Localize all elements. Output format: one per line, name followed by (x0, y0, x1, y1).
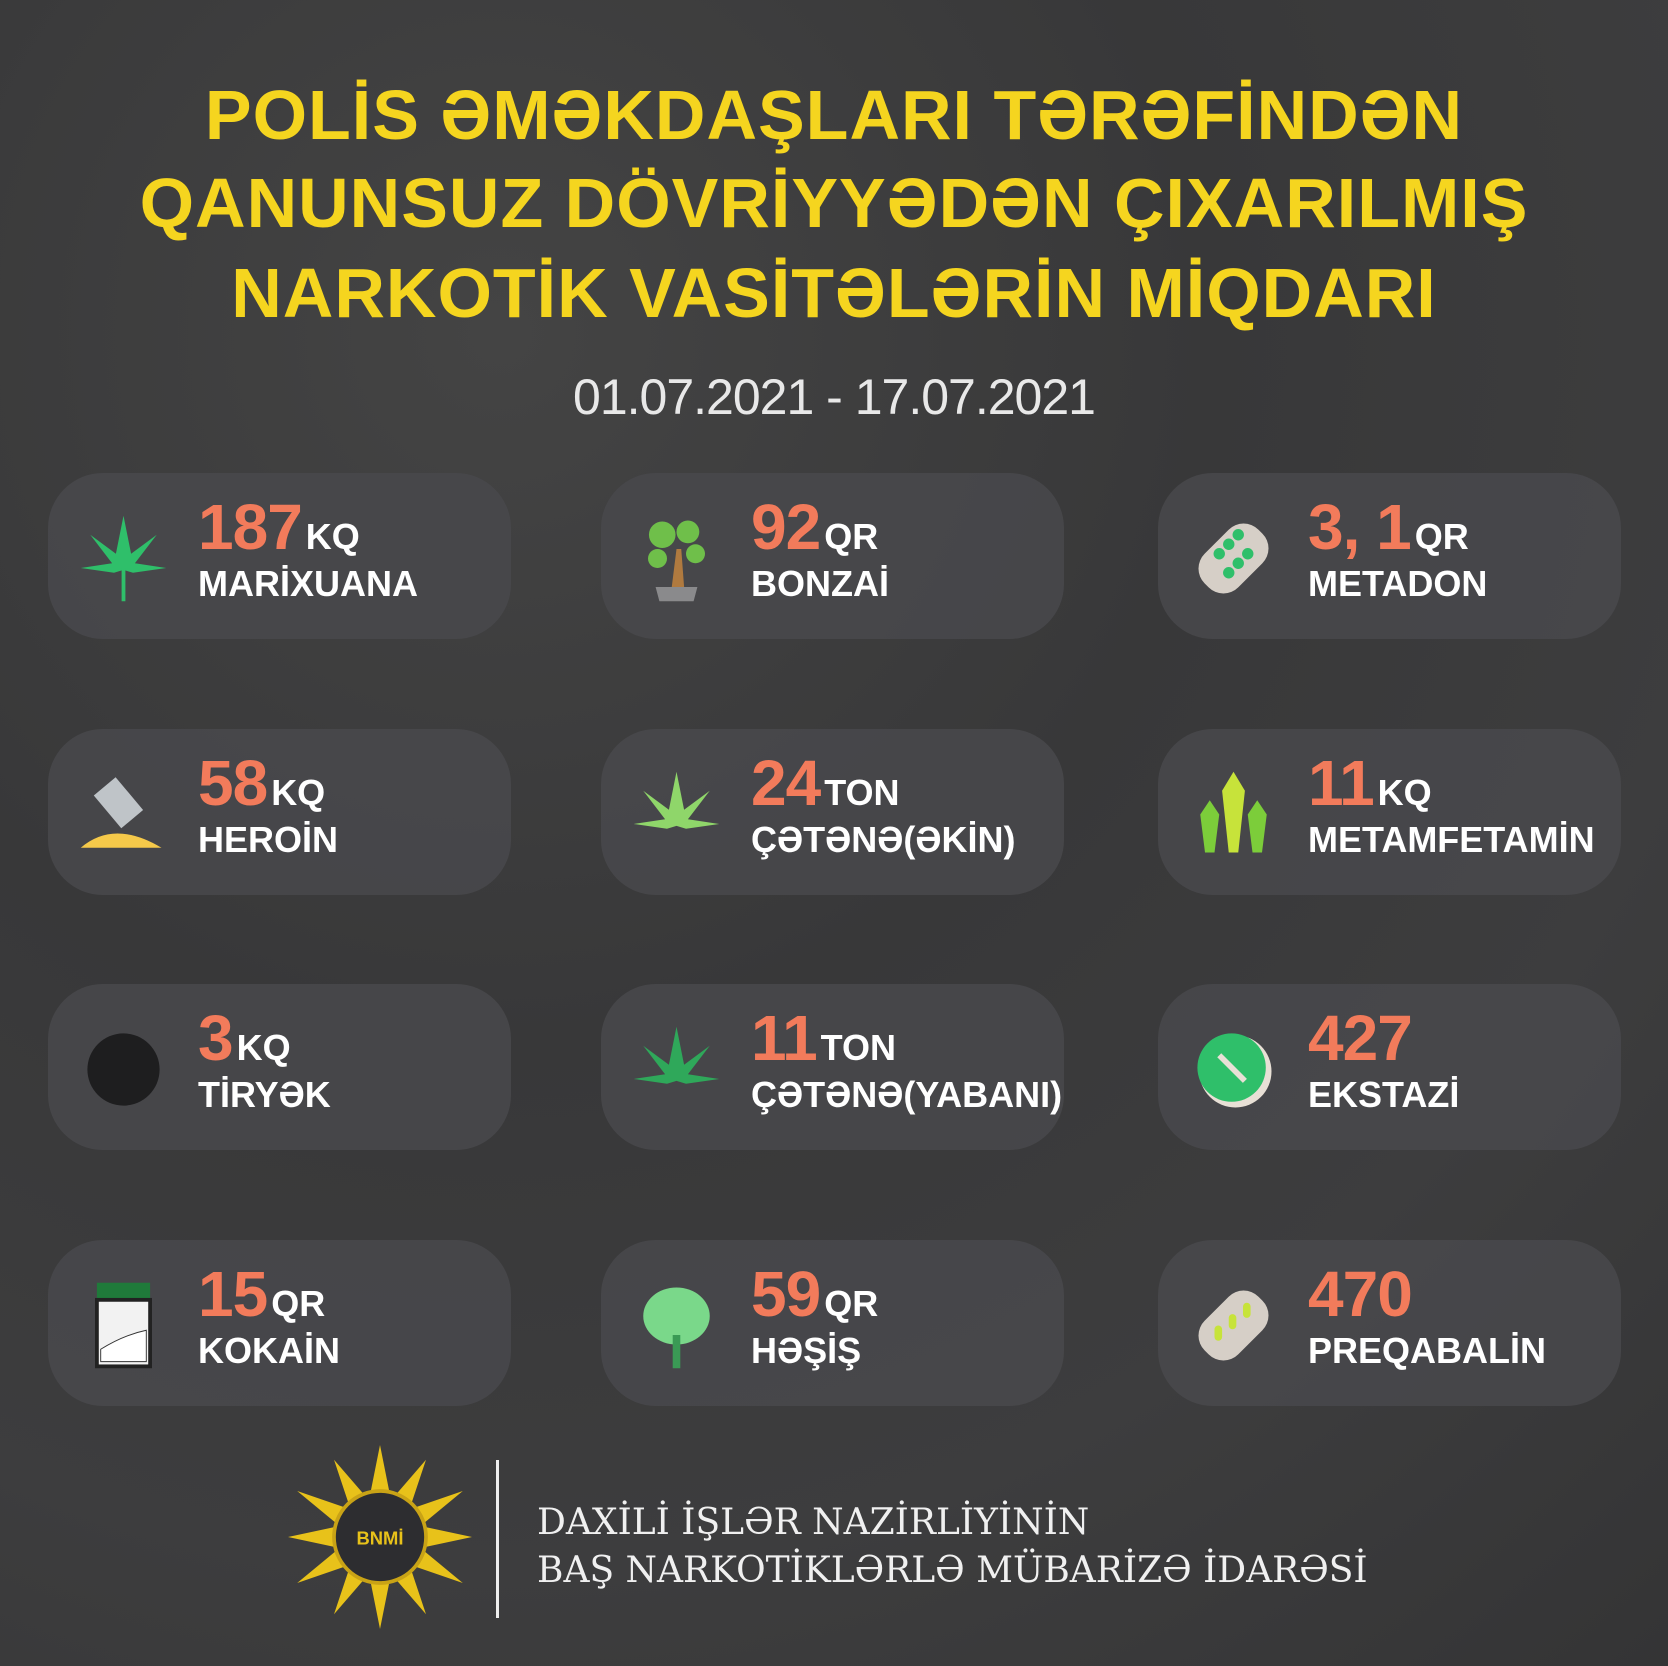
org-line-1: DAXİLİ İŞLƏR NAZİRLİYİNİN (537, 1502, 1090, 1543)
stat-value-line: 470 (1308, 1262, 1608, 1326)
stat-label: KOKAİN (198, 1330, 340, 1371)
stat-value: 3 (198, 1002, 234, 1074)
stat-label: PREQABALİN (1308, 1330, 1547, 1371)
stat-card: 24 TON ÇƏTƏNƏ(ƏKİN) (601, 729, 1064, 895)
stat-value-line: 11 TON (751, 1006, 1051, 1070)
stat-card: 59 QR HƏŞİŞ (601, 1240, 1064, 1406)
stat-label: METADON (1308, 563, 1488, 604)
capsule-blister-icon (1198, 1290, 1269, 1361)
stat-value-line: 187 KQ (198, 495, 498, 559)
stat-value-line: 3 KQ (198, 1006, 498, 1070)
poppy-icon (643, 1287, 710, 1369)
pill-blister-icon (1198, 523, 1269, 594)
crystals-icon (1200, 771, 1267, 853)
stat-card: 3, 1 QR METADON (1158, 473, 1621, 639)
opium-ball-icon (87, 1033, 160, 1106)
bonsai-tree-icon (648, 520, 705, 602)
logo-text: BNMİ (357, 1527, 404, 1548)
divider (496, 1460, 499, 1618)
stat-label: HƏŞİŞ (751, 1330, 862, 1371)
stat-unit: QR (824, 516, 879, 557)
stat-card: 58 KQ HEROİN (48, 729, 511, 895)
title-line-1: POLİS ƏMƏKDAŞLARI TƏRƏFİNDƏN (204, 76, 1464, 154)
stat-card: 15 QR KOKAİN (48, 1240, 511, 1406)
stat-card: 427 EKSTAZİ (1158, 984, 1621, 1150)
ecstasy-pill-icon (1197, 1033, 1272, 1108)
title-line-2: QANUNSUZ DÖVRİYYƏDƏN ÇIXARILMIŞ (139, 164, 1529, 242)
stat-card: 11 KQ METAMFETAMİN (1158, 729, 1621, 895)
stat-label: ÇƏTƏNƏ(YABANI) (751, 1074, 1063, 1115)
stat-value: 15 (198, 1258, 268, 1330)
stat-label: ÇƏTƏNƏ(ƏKİN) (751, 819, 1016, 860)
stat-label: TİRYƏK (198, 1074, 331, 1115)
stat-unit: TON (820, 1027, 896, 1068)
stat-value-line: 58 KQ (198, 751, 498, 815)
stat-value: 470 (1308, 1258, 1413, 1330)
stat-card: 92 QR BONZAİ (601, 473, 1064, 639)
stat-value-line: 59 QR (751, 1262, 1051, 1326)
stat-value: 24 (751, 747, 821, 819)
wild-hemp-icon (633, 1026, 720, 1084)
stat-value-line: 427 (1308, 1006, 1608, 1070)
stat-value: 187 (198, 491, 303, 563)
stat-label: METAMFETAMİN (1308, 819, 1595, 860)
stat-value: 59 (751, 1258, 821, 1330)
stat-unit: KQ (1377, 772, 1432, 813)
cannabis-leaf-icon (80, 515, 167, 602)
stat-unit: QR (1414, 516, 1469, 557)
stat-value: 3, 1 (1308, 491, 1412, 563)
stat-value: 92 (751, 491, 821, 563)
stat-unit: KQ (271, 772, 326, 813)
stat-value: 11 (751, 1002, 818, 1074)
title-line-3: NARKOTİK VASİTƏLƏRİN MİQDARI (231, 254, 1437, 332)
stat-value-line: 92 QR (751, 495, 1051, 559)
date-range: 01.07.2021 - 17.07.2021 (573, 369, 1096, 425)
stat-label: EKSTAZİ (1308, 1074, 1460, 1115)
powder-jar-icon (95, 1282, 152, 1369)
stat-card: 187 KQ MARİXUANA (48, 473, 511, 639)
stat-value-line: 11 KQ (1308, 751, 1608, 815)
stat-label: HEROİN (198, 819, 339, 860)
stat-unit: KQ (236, 1027, 291, 1068)
razor-powder-icon (80, 777, 162, 848)
stat-value: 58 (198, 747, 268, 819)
stat-value: 427 (1308, 1002, 1413, 1074)
hemp-leaf-icon (633, 771, 720, 829)
bnmi-logo: BNMİ (288, 1445, 472, 1629)
stat-unit: QR (271, 1283, 326, 1324)
stat-unit: QR (824, 1283, 879, 1324)
stat-value-line: 15 QR (198, 1262, 498, 1326)
stat-unit: KQ (305, 516, 360, 557)
stat-value-line: 3, 1 QR (1308, 495, 1608, 559)
stat-card: 11 TON ÇƏTƏNƏ(YABANI) (601, 984, 1064, 1150)
stat-value-line: 24 TON (751, 751, 1051, 815)
stat-card: 3 KQ TİRYƏK (48, 984, 511, 1150)
stat-label: BONZAİ (751, 563, 889, 604)
stat-unit: TON (824, 772, 900, 813)
stat-card: 470 PREQABALİN (1158, 1240, 1621, 1406)
stat-value: 11 (1308, 747, 1375, 819)
stat-label: MARİXUANA (198, 563, 418, 604)
org-line-2: BAŞ NARKOTİKLƏRLƏ MÜBARİZƏ İDARƏSİ (537, 1550, 1368, 1591)
